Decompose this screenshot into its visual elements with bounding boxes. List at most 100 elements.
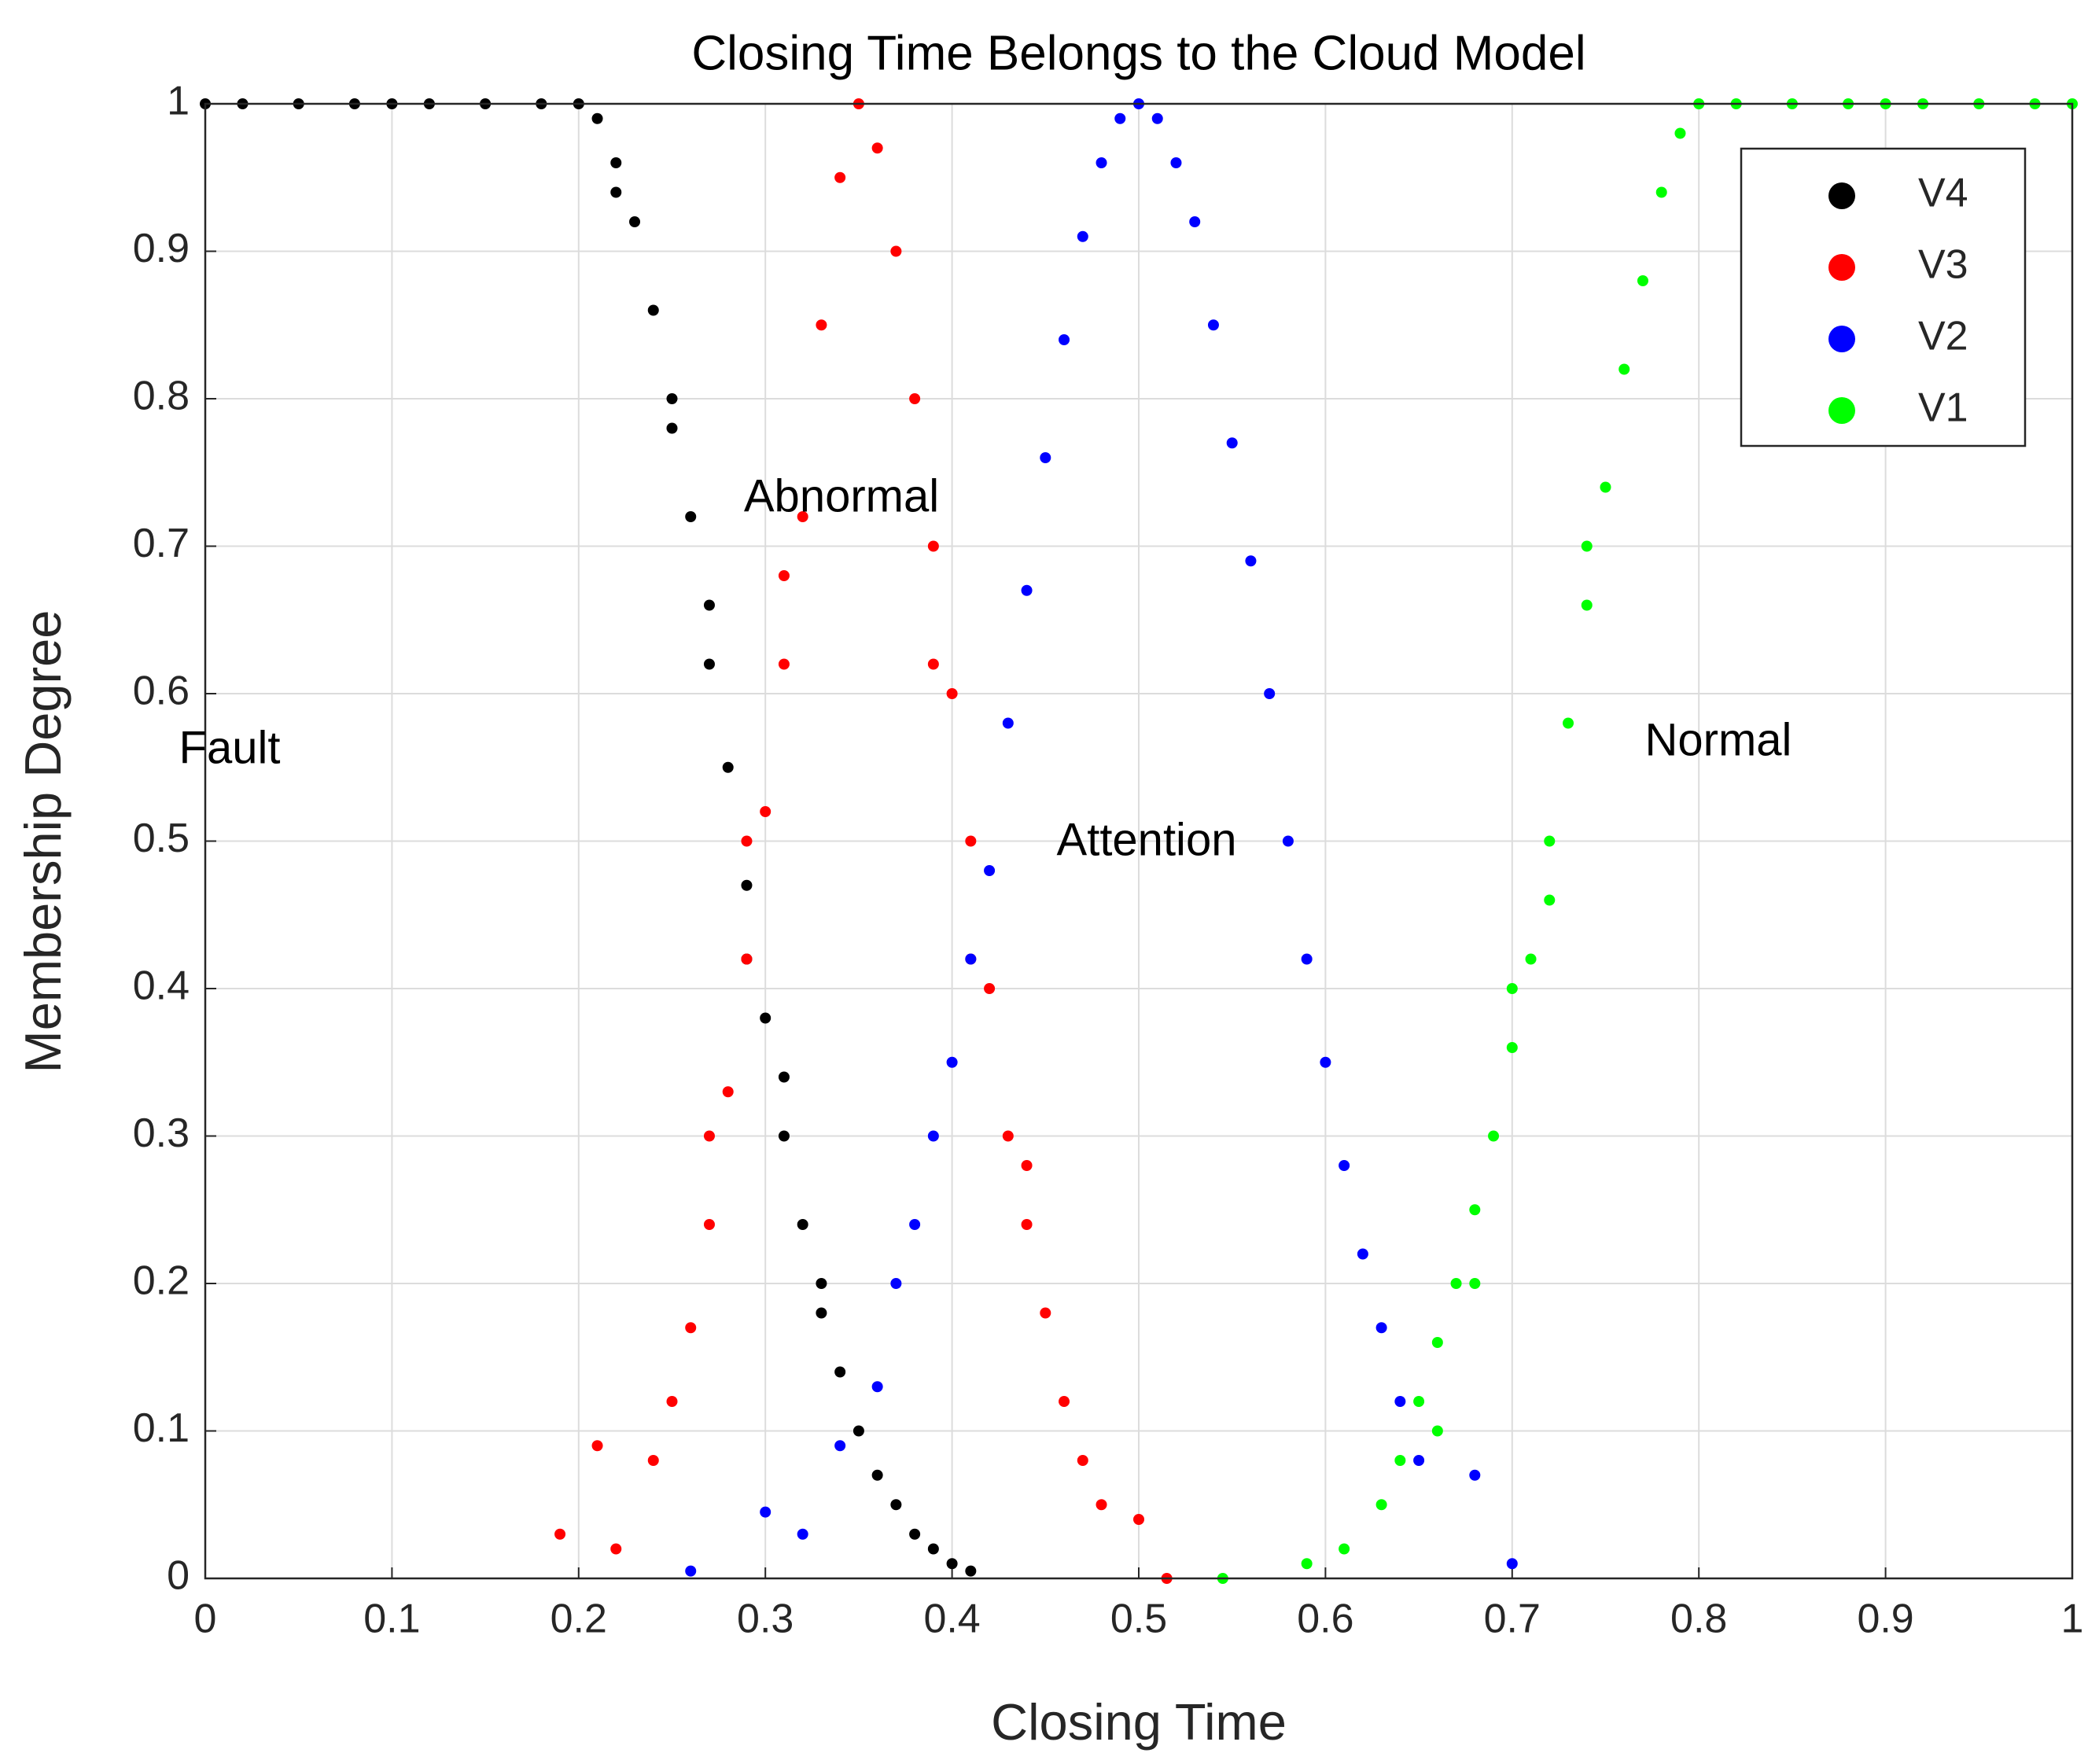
point xyxy=(1394,1396,1406,1407)
point xyxy=(1581,599,1593,611)
x-tick-label: 0.1 xyxy=(363,1596,420,1642)
point xyxy=(927,1543,939,1555)
point xyxy=(629,216,641,227)
point xyxy=(1413,1396,1425,1407)
point xyxy=(741,835,753,847)
annotation: Abnormal xyxy=(744,470,939,521)
point xyxy=(1320,1056,1331,1068)
point xyxy=(1245,555,1257,567)
x-tick-label: 0.5 xyxy=(1110,1596,1167,1642)
point xyxy=(1637,275,1648,286)
point xyxy=(1114,112,1126,124)
point xyxy=(610,157,622,168)
point xyxy=(778,658,790,670)
x-tick-label: 0.9 xyxy=(1857,1596,1913,1642)
annotation: Attention xyxy=(1057,814,1237,865)
point xyxy=(1021,1160,1033,1171)
x-tick-label: 0 xyxy=(194,1596,217,1642)
y-tick-label: 0.7 xyxy=(133,521,190,566)
point xyxy=(610,1543,622,1555)
y-tick-label: 1 xyxy=(167,79,190,124)
point xyxy=(1040,452,1051,463)
point xyxy=(946,688,958,699)
y-tick-label: 0.5 xyxy=(133,816,190,861)
point xyxy=(685,511,697,522)
point xyxy=(1021,584,1033,596)
legend-label: V1 xyxy=(1918,385,1968,431)
point xyxy=(1600,481,1611,493)
point xyxy=(1394,1455,1406,1466)
point xyxy=(610,186,622,198)
point xyxy=(1469,1469,1481,1481)
y-tick-label: 0 xyxy=(167,1553,190,1599)
point xyxy=(927,658,939,670)
point xyxy=(1339,1543,1350,1555)
chart-title: Closing Time Belongs to the Cloud Model xyxy=(691,26,1585,80)
point xyxy=(1207,319,1219,331)
point xyxy=(1506,1558,1518,1570)
x-tick-label: 1 xyxy=(2061,1596,2084,1642)
y-tick-label: 0.1 xyxy=(133,1405,190,1451)
point xyxy=(685,1565,697,1577)
point xyxy=(1431,1425,1443,1437)
point xyxy=(741,953,753,965)
x-axis-label: Closing Time xyxy=(991,1693,1287,1751)
point xyxy=(685,1322,697,1334)
point xyxy=(1506,1042,1518,1053)
point xyxy=(1040,1307,1051,1319)
point xyxy=(797,1219,808,1230)
point xyxy=(778,570,790,581)
point xyxy=(647,304,659,316)
point xyxy=(1581,540,1593,552)
point xyxy=(984,983,996,994)
point xyxy=(871,1469,883,1481)
point xyxy=(1002,1130,1014,1142)
point xyxy=(1021,1219,1033,1230)
point xyxy=(722,1086,734,1098)
legend-label: V4 xyxy=(1918,171,1968,216)
point xyxy=(760,1012,771,1024)
point xyxy=(554,1528,566,1540)
point xyxy=(778,1130,790,1142)
point xyxy=(760,806,771,817)
point xyxy=(741,879,753,891)
annotation: Fault xyxy=(179,722,281,773)
point xyxy=(946,1558,958,1570)
point xyxy=(890,245,902,257)
point xyxy=(1133,1514,1144,1525)
point xyxy=(834,1440,846,1452)
point xyxy=(1618,363,1630,375)
point xyxy=(1301,1558,1313,1570)
point xyxy=(816,1307,827,1319)
x-tick-label: 0.7 xyxy=(1484,1596,1541,1642)
y-tick-label: 0.4 xyxy=(133,963,190,1009)
point xyxy=(1096,157,1107,168)
y-axis-label: Membership Degree xyxy=(14,610,72,1073)
x-tick-label: 0.6 xyxy=(1297,1596,1353,1642)
point xyxy=(927,1130,939,1142)
point xyxy=(984,865,996,876)
point xyxy=(1506,983,1518,994)
point xyxy=(591,1440,603,1452)
point xyxy=(909,393,921,404)
point xyxy=(927,540,939,552)
legend-label: V3 xyxy=(1918,242,1968,288)
point xyxy=(797,511,808,522)
point xyxy=(778,1071,790,1083)
point xyxy=(1563,717,1574,729)
point xyxy=(1375,1499,1387,1511)
point xyxy=(871,1381,883,1393)
point xyxy=(1264,688,1276,699)
x-tick-label: 0.8 xyxy=(1670,1596,1727,1642)
point xyxy=(965,835,977,847)
y-tick-label: 0.2 xyxy=(133,1258,190,1304)
annotation: Normal xyxy=(1645,714,1792,765)
point xyxy=(1282,835,1294,847)
legend-marker xyxy=(1828,326,1855,352)
point xyxy=(1059,334,1070,345)
point xyxy=(1450,1278,1462,1289)
point xyxy=(834,171,846,183)
point xyxy=(703,1219,715,1230)
point xyxy=(1170,157,1182,168)
